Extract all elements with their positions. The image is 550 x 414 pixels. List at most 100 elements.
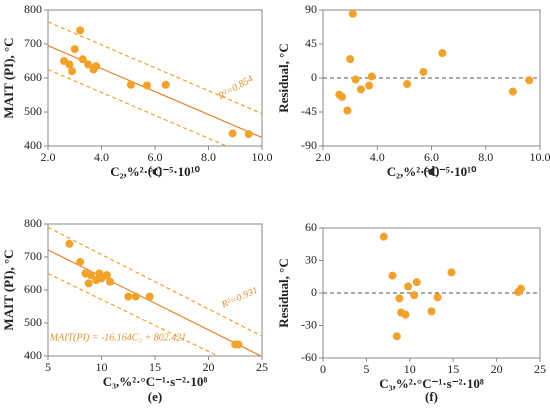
data-point (145, 292, 154, 301)
data-point (388, 271, 397, 280)
x-tick-label: 6.0 (424, 150, 439, 164)
y-tick-label: 800 (24, 216, 42, 230)
x-tick-label: 20 (203, 360, 215, 374)
y-axis-label: MAIT (PI), °C (1, 249, 16, 330)
y-tick-label: 500 (24, 104, 42, 118)
caption: (f) (425, 389, 438, 404)
panel: 0 5 10 15 20 25 -60 -30 0 30 60 C₃,%²·°C⁻¹·s⁻²·10⁸ R… (276, 220, 546, 404)
data-point (433, 293, 442, 302)
data-point (70, 45, 79, 54)
x-tick-label: 10 (404, 362, 416, 376)
data-point (348, 9, 357, 18)
x-tick-label: 25 (534, 362, 546, 376)
y-tick-label: -90 (301, 138, 317, 152)
fit-line (48, 226, 262, 337)
x-tick-label: 6.0 (148, 150, 163, 164)
data-point (228, 129, 237, 138)
panel: 5 10 15 20 25 400 500 600 700 800 R²=0.931 MAIT(PI)… (1, 216, 268, 404)
y-tick-label: 45 (305, 36, 317, 50)
x-tick-label: 5 (363, 362, 369, 376)
data-point (76, 257, 85, 266)
data-point (508, 87, 517, 96)
data-point (367, 72, 376, 81)
y-axis-label: Residual, °C (276, 43, 291, 113)
y-axis-label: Residual, °C (276, 258, 291, 328)
y-tick-label: 0 (311, 70, 317, 84)
fit-line (48, 21, 262, 115)
data-point (403, 80, 412, 89)
y-tick-label: 30 (305, 252, 317, 266)
annotation: MAIT(PI) = -16.164C₃ + 802.421 (49, 332, 186, 343)
data-point (419, 67, 428, 76)
x-axis-label: C₂,%²·°C⁻⁵·10¹⁰ (110, 164, 200, 179)
y-axis-label: MAIT (PI), °C (1, 37, 16, 118)
x-tick-label: 10 (96, 360, 108, 374)
y-tick-label: 800 (24, 2, 42, 16)
x-tick-label: 15 (447, 362, 459, 376)
data-point (124, 292, 133, 301)
y-tick-label: -45 (301, 104, 317, 118)
data-point (84, 279, 93, 288)
plot-content (48, 226, 262, 356)
caption: (c) (148, 163, 162, 178)
y-tick-label: 60 (305, 220, 317, 234)
annotation: R²=0.854 (216, 73, 256, 102)
data-point (412, 278, 421, 287)
data-point (337, 92, 346, 101)
data-point (161, 80, 170, 89)
caption: (e) (148, 389, 162, 404)
y-tick-label: -60 (301, 350, 317, 364)
x-tick-label: 4.0 (94, 150, 109, 164)
data-point (438, 49, 447, 58)
y-tick-label: 90 (305, 2, 317, 16)
x-tick-label: 5 (45, 360, 51, 374)
data-point (244, 130, 253, 139)
data-point (401, 310, 410, 319)
x-axis-label: C₂,%²·°C⁻⁵·10¹⁰ (387, 164, 477, 179)
data-point (516, 284, 525, 293)
data-point (343, 106, 352, 115)
x-tick-label: 25 (256, 360, 268, 374)
data-point (84, 60, 93, 69)
data-point (525, 76, 534, 85)
data-point (65, 60, 74, 69)
y-tick-label: 600 (24, 282, 42, 296)
x-tick-label: 0 (320, 362, 326, 376)
data-point (410, 291, 419, 300)
y-tick-label: 0 (311, 285, 317, 299)
y-tick-label: 700 (24, 36, 42, 50)
data-point (68, 67, 77, 76)
x-tick-label: 10.0 (252, 150, 273, 164)
panel: 2.0 4.0 6.0 8.0 10.0 -90 -45 0 45 90 C₂,%²·°C⁻⁵·10… (276, 2, 550, 179)
data-point (78, 55, 87, 64)
data-point (447, 268, 456, 277)
data-point (86, 271, 95, 280)
fit-line (48, 68, 228, 146)
x-tick-label: 15 (149, 360, 161, 374)
data-point (351, 75, 360, 84)
x-tick-label: 20 (491, 362, 503, 376)
data-point (365, 81, 374, 90)
x-tick-label: 10.0 (530, 150, 550, 164)
panel: 2.0 4.0 6.0 8.0 10.0 400 500 600 700 800 R²=0.854 C… (1, 2, 273, 179)
x-tick-label: 8.0 (201, 150, 216, 164)
y-tick-label: 700 (24, 249, 42, 263)
x-tick-label: 2.0 (316, 150, 331, 164)
x-axis-label: C₃,%²·°C⁻¹·s⁻²·10⁸ (379, 376, 484, 391)
data-point (427, 307, 436, 316)
y-tick-label: 400 (24, 348, 42, 362)
annotation: R²=0.931 (219, 285, 259, 311)
data-point (346, 55, 355, 64)
x-tick-label: 2.0 (41, 150, 56, 164)
data-point (356, 85, 365, 94)
data-point (392, 332, 401, 341)
x-axis-label: C₃,%²·°C⁻¹·s⁻²·10⁸ (103, 374, 208, 389)
data-point (395, 294, 404, 303)
data-point (379, 232, 388, 241)
fit-line (48, 249, 262, 356)
data-point (234, 340, 243, 349)
y-tick-label: 400 (24, 138, 42, 152)
data-point (106, 277, 115, 286)
y-tick-label: 600 (24, 70, 42, 84)
